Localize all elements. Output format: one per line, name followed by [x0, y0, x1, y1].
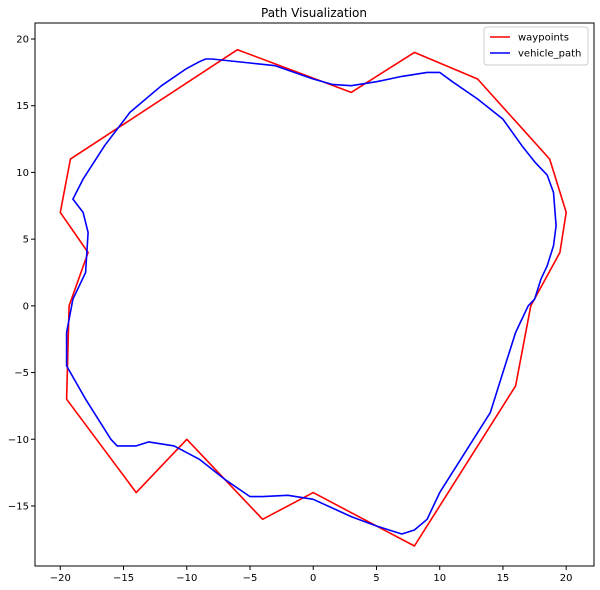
x-tick-label: 5	[373, 573, 379, 584]
y-tick-label: 0	[23, 301, 29, 312]
x-tick-label: 10	[433, 573, 446, 584]
y-tick-label: −15	[8, 501, 29, 512]
legend-label-vehicle-path: vehicle_path	[518, 49, 581, 60]
x-tick-label: 15	[497, 573, 510, 584]
series-line-vehicle-path	[65, 58, 557, 535]
x-tick-label: 20	[560, 573, 573, 584]
legend-label-waypoints: waypoints	[518, 33, 569, 44]
y-tick-label: 5	[23, 235, 29, 246]
y-tick-label: −5	[14, 368, 29, 379]
x-tick-label: −5	[243, 573, 258, 584]
y-tick-label: 20	[16, 35, 29, 46]
chart-title: Path Visualization	[261, 6, 367, 20]
series-line-waypoints	[59, 48, 568, 547]
x-tick-label: −15	[113, 573, 134, 584]
x-tick-label: −20	[50, 573, 71, 584]
plot-area: −20 −15 −10 −5 0 5 10 15 20 −15 −10 −5 0 5 10 15 20 waypo…	[8, 22, 595, 584]
y-tick-label: −10	[8, 435, 29, 446]
axes-frame	[34, 22, 595, 567]
x-tick-label: −10	[176, 573, 197, 584]
x-tick-label: 0	[310, 573, 316, 584]
y-tick-label: 15	[16, 101, 29, 112]
y-tick-label: 10	[16, 168, 29, 179]
